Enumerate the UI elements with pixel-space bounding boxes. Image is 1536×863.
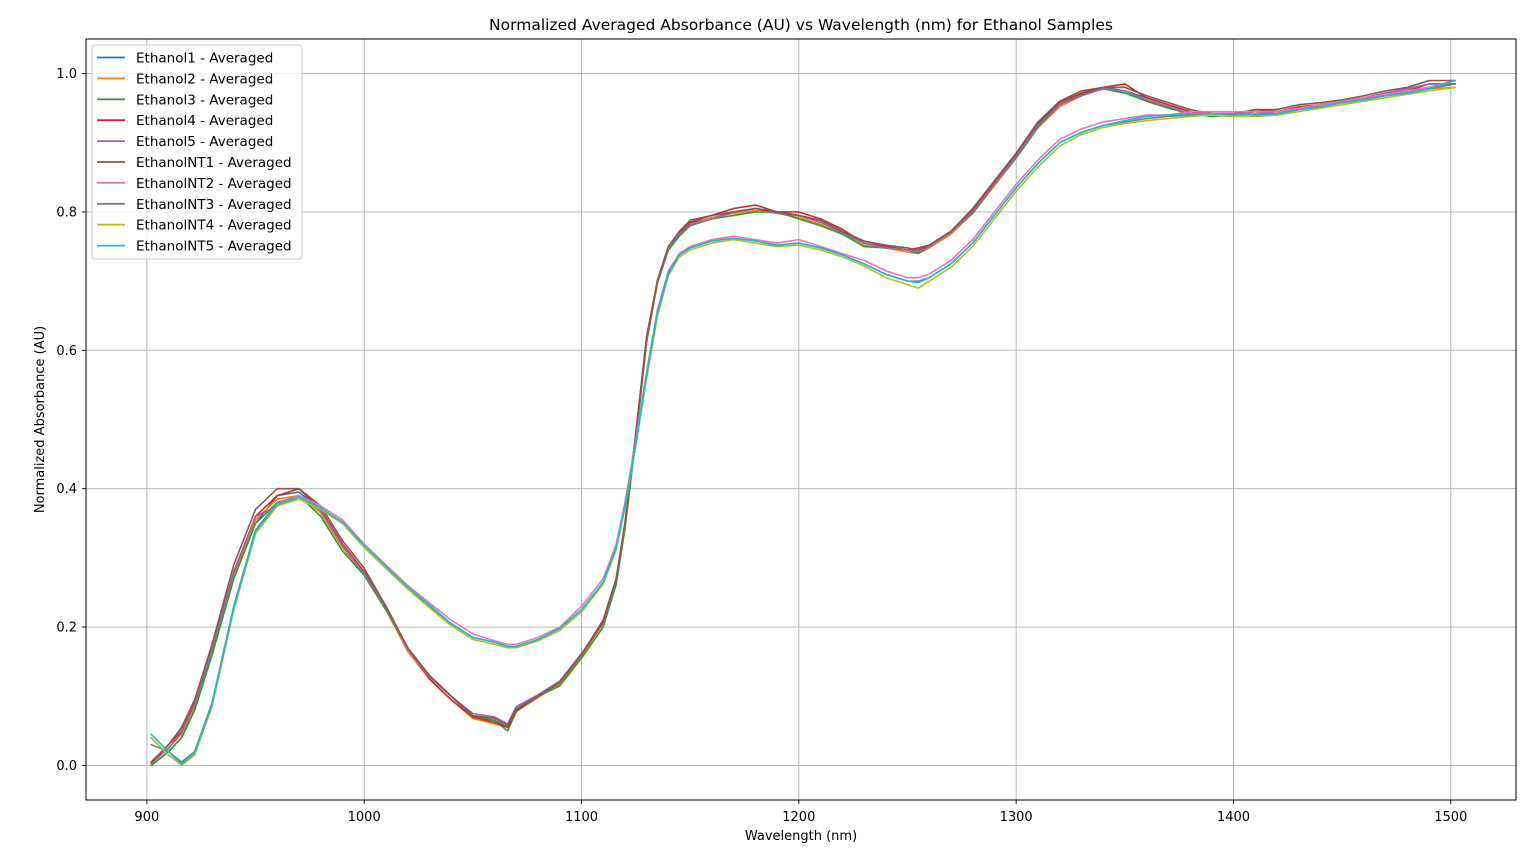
x-tick-label: 1000 (348, 810, 381, 825)
y-tick-label: 0.0 (56, 759, 77, 774)
x-tick-label: 1100 (565, 810, 598, 825)
series-line-9 (150, 86, 1456, 767)
y-tick-label: 0.2 (56, 621, 77, 636)
series-line-10 (150, 79, 1456, 765)
x-axis-label: Wavelength (nm) (745, 829, 857, 844)
x-tick-label: 1200 (782, 810, 815, 825)
legend-label-1: Ethanol1 - Averaged (136, 51, 273, 67)
x-tick-label: 1500 (1434, 810, 1467, 825)
x-tick-label: 1300 (1000, 810, 1033, 825)
y-tick-label: 0.6 (56, 344, 77, 359)
legend-label-9: EthanolNT4 - Averaged (136, 218, 292, 234)
x-tick-label: 900 (134, 810, 159, 825)
grid-layer (86, 39, 1516, 800)
series-line-7 (150, 79, 1456, 765)
legend-label-8: EthanolNT3 - Averaged (136, 197, 292, 213)
y-tick-label: 1.0 (56, 67, 77, 82)
y-axis-label: Normalized Absorbance (AU) (33, 326, 48, 513)
legend-box (91, 44, 303, 260)
legend-label-7: EthanolNT2 - Averaged (136, 176, 292, 192)
chart-title: Normalized Averaged Absorbance (AU) vs W… (489, 16, 1113, 34)
legend-label-6: EthanolNT1 - Averaged (136, 155, 292, 171)
legend-label-4: Ethanol4 - Averaged (136, 113, 273, 129)
y-tick-label: 0.4 (56, 482, 77, 497)
legend-label-5: Ethanol5 - Averaged (136, 134, 273, 150)
legend-label-2: Ethanol2 - Averaged (136, 71, 273, 87)
x-tick-label: 1400 (1217, 810, 1250, 825)
legend: Ethanol1 - Averaged Ethanol2 - Averaged Et… (91, 44, 303, 260)
series-layer (150, 79, 1456, 767)
plot-frame (85, 38, 1517, 801)
legend-label-10: EthanolNT5 - Averaged (136, 239, 292, 255)
legend-label-3: Ethanol3 - Averaged (136, 92, 273, 108)
y-tick-label: 0.8 (56, 205, 77, 220)
tick-layer: 900 1000 1100 1200 1300 1400 1500 0.0 0.2 0.4 0.6 0… (56, 67, 1467, 825)
